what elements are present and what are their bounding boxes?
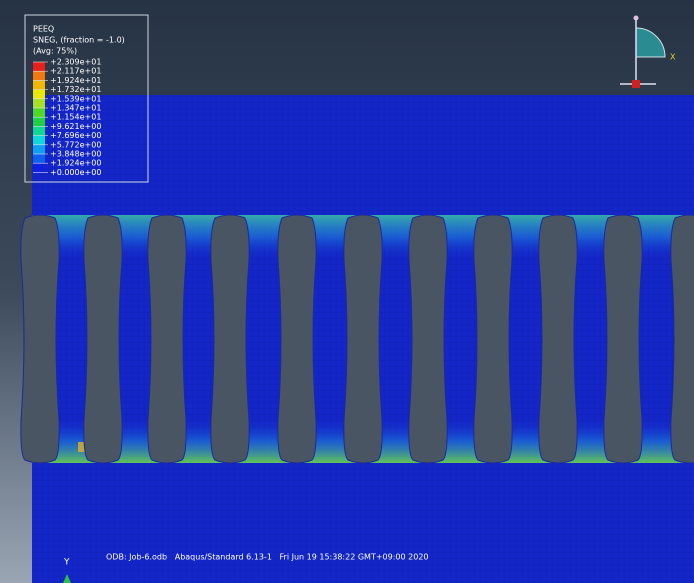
legend-level: +1.347e+01	[50, 104, 101, 113]
legend-level: +1.154e+01	[50, 113, 101, 122]
hole	[344, 215, 382, 463]
legend-level: +2.309e+01	[50, 58, 101, 67]
axis-label: Y	[63, 558, 70, 568]
triad-origin	[632, 80, 640, 88]
legend-swatch	[33, 99, 45, 108]
legend-swatch	[33, 62, 45, 71]
legend-level: +1.732e+01	[50, 85, 101, 94]
legend-swatch	[33, 136, 45, 145]
legend-level: +0.000e+00	[50, 168, 101, 177]
legend-subtitle: SNEG, (fraction = -1.0)	[33, 36, 125, 45]
hole	[604, 215, 642, 463]
legend-swatch	[33, 108, 45, 117]
legend-level: +1.924e+00	[50, 159, 101, 168]
triad-x-label: X	[670, 53, 676, 62]
hole	[278, 215, 316, 463]
legend-title: PEEQ	[33, 25, 54, 34]
legend-swatch	[33, 80, 45, 89]
hole	[84, 215, 122, 463]
legend-swatch	[33, 117, 45, 126]
hole	[671, 215, 694, 463]
hole	[211, 215, 249, 463]
triad-node	[634, 16, 639, 21]
legend-swatch	[33, 154, 45, 163]
hole	[474, 215, 512, 463]
legend-swatch	[33, 163, 45, 172]
legend-level: +5.772e+00	[50, 140, 101, 149]
hole	[409, 215, 447, 463]
hole	[539, 215, 577, 463]
page: {"legend": {"title": "PEEQ", "subtitle":…	[0, 0, 694, 583]
status-text: ODB: Job-6.odb Abaqus/Standard 6.13-1 Fr…	[106, 553, 429, 562]
viewport: PEEQ SNEG, (fraction = -1.0) (Avg: 75%) …	[0, 0, 694, 583]
legend-level: +7.696e+00	[50, 131, 101, 140]
legend-level: +1.539e+01	[50, 94, 101, 103]
hole	[148, 215, 186, 463]
legend-swatch	[33, 90, 45, 99]
legend-averaging: (Avg: 75%)	[33, 47, 77, 56]
legend-level: +1.924e+01	[50, 76, 101, 85]
hole	[21, 215, 59, 463]
legend-level: +3.848e+00	[50, 150, 101, 159]
legend-scale: +2.309e+01+2.117e+01+1.924e+01+1.732e+01…	[33, 58, 101, 177]
legend-swatch	[33, 145, 45, 154]
legend-swatch	[33, 126, 45, 135]
legend-swatch	[33, 71, 45, 80]
legend-level: +9.621e+00	[50, 122, 101, 131]
legend-level: +2.117e+01	[50, 67, 101, 76]
